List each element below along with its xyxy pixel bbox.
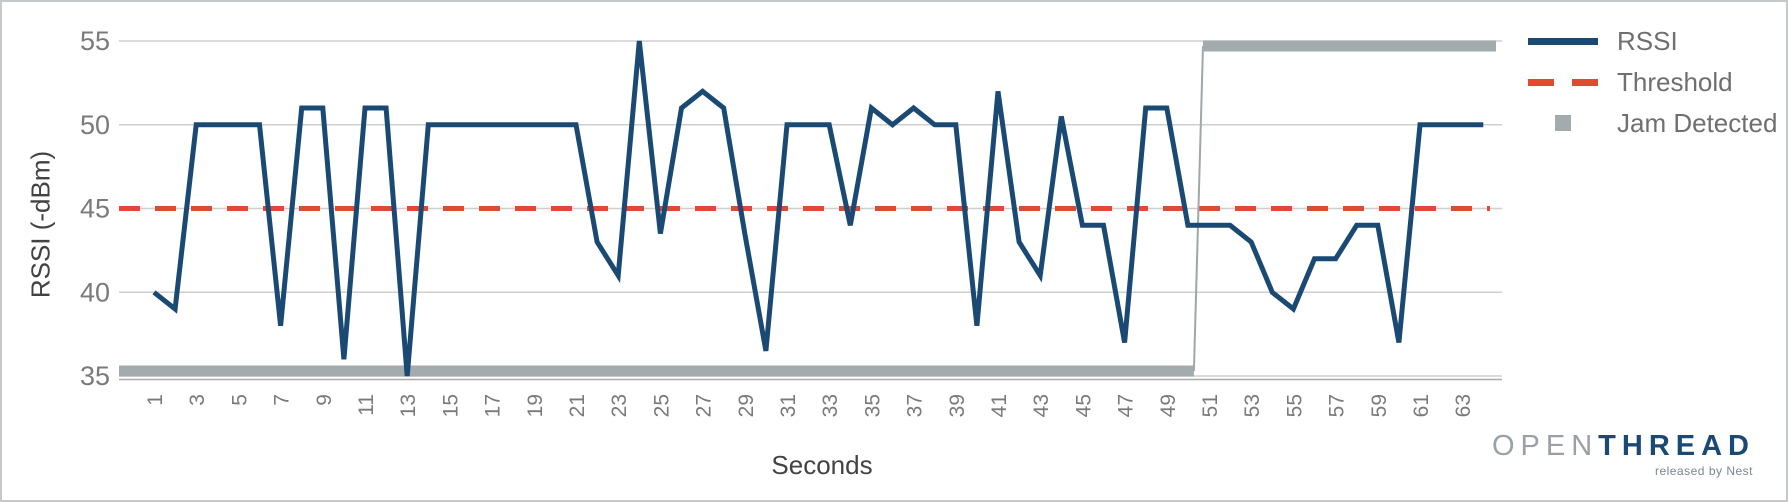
- x-tick-label: 27: [693, 394, 716, 417]
- x-tick-label: 25: [650, 394, 673, 417]
- x-tick-label: 59: [1368, 394, 1391, 417]
- x-tick-label: 3: [186, 394, 209, 406]
- x-tick-label: 47: [1115, 394, 1138, 417]
- x-tick-label: 19: [524, 394, 547, 417]
- x-tick-label: 7: [271, 394, 294, 406]
- logo-tagline: released by Nest: [1654, 464, 1753, 478]
- x-tick-label: 39: [946, 394, 969, 417]
- logo-thread-text: THREAD: [1598, 430, 1755, 462]
- y-tick-label: 40: [80, 277, 110, 307]
- x-tick-label: 61: [1410, 394, 1433, 417]
- legend-label: RSSI: [1617, 25, 1678, 56]
- openthread-logo: OPENTHREAD released by Nest: [1492, 430, 1755, 478]
- jam-transition-line: [1192, 45, 1204, 372]
- legend-item-threshold: Threshold: [1528, 66, 1777, 97]
- x-tick-label: 15: [439, 394, 462, 417]
- x-tick-label: 21: [566, 394, 589, 417]
- legend-item-jam-detected: Jam Detected: [1528, 107, 1778, 138]
- x-tick-label: 43: [1030, 394, 1053, 417]
- rssi-line-swatch-icon: [1528, 37, 1598, 45]
- x-axis-title: Seconds: [771, 450, 873, 480]
- x-tick-label: 23: [608, 394, 631, 417]
- x-tick-label: 55: [1283, 394, 1306, 417]
- x-tick-label: 53: [1241, 394, 1264, 417]
- x-tick-label: 49: [1157, 394, 1180, 417]
- x-tick-label: 45: [1072, 394, 1095, 417]
- x-tick-label: 5: [228, 394, 251, 406]
- x-tick-label: 63: [1452, 394, 1475, 417]
- jam-square-swatch-icon: [1528, 115, 1598, 131]
- x-tick-label: 11: [355, 394, 378, 416]
- legend-label: Jam Detected: [1617, 107, 1778, 138]
- x-tick-label: 9: [313, 394, 336, 406]
- x-tick-label: 41: [988, 394, 1011, 417]
- rssi-line: [152, 40, 1484, 377]
- x-tick-label: 57: [1326, 394, 1349, 417]
- y-tick-label: 35: [80, 361, 110, 391]
- legend: RSSI Threshold Jam Detected: [1528, 25, 1778, 151]
- y-tick-label: 50: [80, 110, 110, 140]
- x-tick-label: 37: [904, 394, 927, 417]
- threshold-dash-swatch-icon: [1528, 78, 1598, 86]
- x-tick-label: 35: [861, 394, 884, 417]
- x-tick-label: 31: [777, 394, 800, 417]
- openthread-wordmark: OPENTHREAD: [1492, 430, 1755, 463]
- x-tick-label: 33: [819, 394, 842, 417]
- legend-item-rssi: RSSI: [1528, 25, 1777, 56]
- x-tick-label: 51: [1199, 394, 1222, 417]
- x-tick-label: 1: [144, 394, 167, 406]
- x-tick-label: 29: [735, 394, 758, 417]
- y-tick-label: 45: [80, 194, 110, 224]
- logo-open-text: OPEN: [1491, 430, 1599, 462]
- x-tick-label: 13: [397, 394, 420, 417]
- y-tick-label: 55: [80, 26, 110, 56]
- legend-label: Threshold: [1617, 66, 1733, 97]
- x-tick-label: 17: [482, 394, 505, 417]
